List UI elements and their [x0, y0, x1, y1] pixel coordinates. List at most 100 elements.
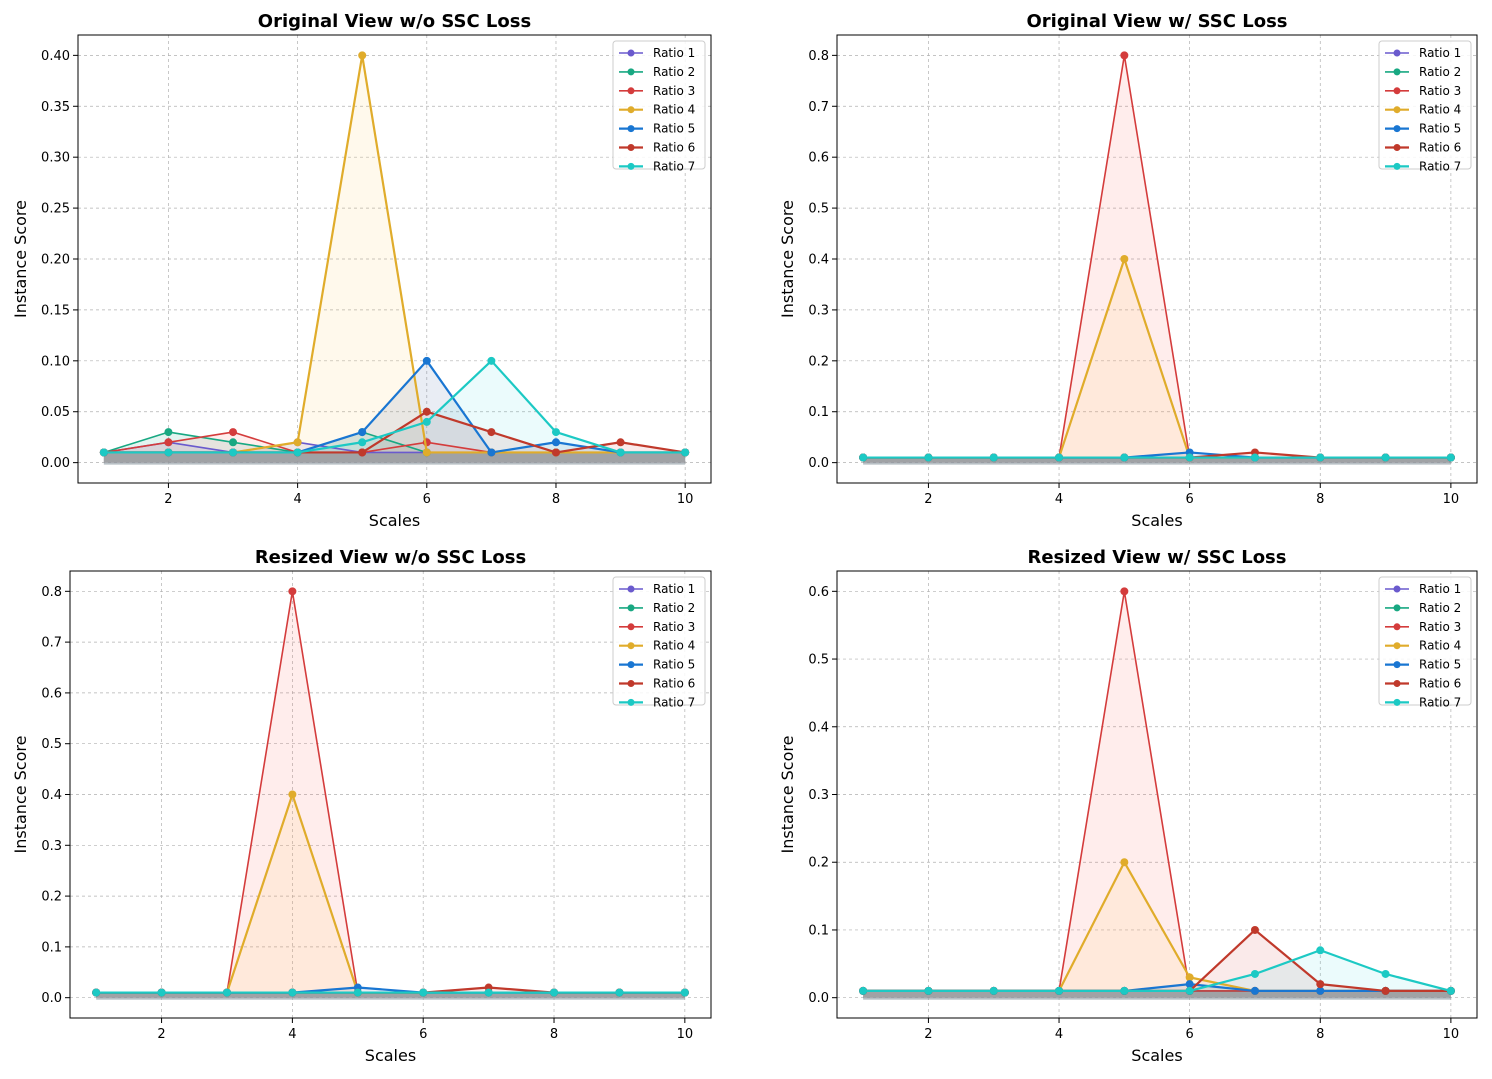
- series-ratio-7: [92, 988, 689, 997]
- x-tick-label: 4: [1055, 492, 1063, 507]
- data-point: [551, 448, 560, 457]
- legend-marker: [1393, 87, 1401, 95]
- legend-label: Ratio 7: [1419, 159, 1461, 173]
- data-point: [1185, 453, 1194, 462]
- legend-label: Ratio 6: [653, 141, 695, 155]
- data-point: [551, 428, 560, 437]
- legend-marker: [1393, 623, 1401, 631]
- data-point: [1185, 986, 1194, 995]
- legend-label: Ratio 4: [1419, 103, 1461, 117]
- x-tick-label: 4: [293, 492, 301, 507]
- data-point: [924, 986, 933, 995]
- legend-item-ratio-7: Ratio 7: [1385, 159, 1461, 173]
- legend-label: Ratio 7: [1419, 695, 1461, 709]
- data-point: [1120, 587, 1129, 596]
- legend-box: [612, 40, 706, 170]
- x-axis-label: Scales: [369, 511, 420, 530]
- legend-marker: [627, 698, 635, 706]
- x-tick-label: 2: [157, 1027, 165, 1042]
- legend-box: [1378, 576, 1472, 706]
- baseline-band: [863, 990, 1451, 1000]
- y-tick-label: 0.0: [41, 991, 62, 1006]
- y-tick-label: 0.7: [808, 100, 829, 115]
- series-fill-ratio-1: [863, 457, 1451, 463]
- x-tick-label: 2: [924, 1027, 932, 1042]
- legend-label: Ratio 1: [1419, 46, 1461, 60]
- data-point: [1120, 255, 1129, 263]
- chart-panel-4: 2 4 6 8 10 0.0 0.1 0.2 0.3 0.4 0.5 0.6 Resized View …: [778, 547, 1478, 1065]
- legend-box: [612, 576, 706, 706]
- legend-marker: [1393, 68, 1401, 76]
- legend-label: Ratio 2: [1419, 601, 1461, 615]
- y-tick-label: 0.2: [808, 354, 829, 369]
- y-axis-label: Instance Score: [11, 200, 30, 318]
- x-tick-label: 10: [677, 1027, 694, 1042]
- legend-item-ratio-6: Ratio 6: [1385, 677, 1461, 691]
- data-point: [358, 428, 367, 437]
- data-point: [288, 988, 297, 997]
- legend-marker: [627, 68, 635, 76]
- legend-marker: [627, 144, 635, 151]
- chart-title: Resized View w/o SSC Loss: [255, 547, 526, 568]
- legend-marker: [627, 585, 635, 593]
- data-point: [1120, 453, 1129, 462]
- baseline-band: [863, 457, 1451, 465]
- legend: Ratio 1 Ratio 2 Ratio 3 Ratio 4 Ratio 5 Ratio…: [612, 40, 706, 173]
- legend-label: Ratio 5: [653, 122, 695, 136]
- y-tick-label: 0.0: [808, 991, 829, 1006]
- legend-item-ratio-2: Ratio 2: [619, 65, 695, 79]
- data-point: [92, 988, 101, 997]
- series-fill-ratio-7: [96, 992, 685, 998]
- data-point: [358, 448, 367, 457]
- legend-marker: [627, 87, 635, 95]
- data-point: [353, 988, 362, 997]
- data-point: [1381, 969, 1390, 978]
- legend-marker: [1393, 585, 1401, 593]
- y-tick-label: 0.7: [41, 636, 62, 651]
- data-point: [616, 438, 625, 447]
- legend-item-ratio-3: Ratio 3: [1385, 620, 1461, 634]
- legend-item-ratio-1: Ratio 1: [1385, 46, 1461, 60]
- data-point: [1446, 453, 1455, 462]
- legend-label: Ratio 3: [653, 84, 695, 98]
- data-point: [293, 438, 302, 447]
- data-point: [293, 448, 302, 457]
- chart-panel-2: 2 4 6 8 10 0.0 0.1 0.2 0.3 0.4 0.5 0.6 0.7 0.8 Origina…: [778, 11, 1478, 530]
- data-point: [551, 438, 560, 447]
- data-point: [859, 453, 868, 462]
- legend-label: Ratio 1: [653, 46, 695, 60]
- legend-item-ratio-6: Ratio 6: [1385, 141, 1461, 155]
- y-tick-label: 0.6: [808, 585, 829, 600]
- legend-label: Ratio 2: [653, 601, 695, 615]
- data-point: [616, 448, 625, 457]
- legend-label: Ratio 6: [1419, 677, 1461, 691]
- legend-marker: [627, 125, 635, 133]
- series-fill-ratio-6: [863, 929, 1451, 998]
- data-point: [487, 428, 496, 437]
- chart-panel-3: 2 4 6 8 10 0.0 0.1 0.2 0.3 0.4 0.5 0.6 0.7 0.8 Resized…: [11, 547, 712, 1065]
- data-point: [1446, 986, 1455, 995]
- y-tick-label: 0.1: [808, 405, 829, 420]
- legend-item-ratio-3: Ratio 3: [1385, 84, 1461, 98]
- legend-label: Ratio 5: [1419, 658, 1461, 672]
- legend-marker: [627, 106, 635, 114]
- legend-marker: [1393, 49, 1401, 57]
- data-point: [924, 453, 933, 462]
- y-tick-label: 0.2: [41, 890, 62, 905]
- y-tick-label: 0.15: [41, 303, 70, 318]
- data-point: [358, 438, 367, 447]
- y-tick-label: 0.1: [41, 940, 62, 955]
- legend-label: Ratio 6: [653, 677, 695, 691]
- data-point: [358, 51, 367, 60]
- data-point: [422, 356, 431, 365]
- legend-marker: [1393, 642, 1401, 650]
- series-fill-ratio-5: [103, 360, 686, 463]
- data-point: [229, 438, 238, 447]
- x-tick-label: 10: [677, 492, 694, 507]
- y-tick-label: 0.05: [41, 405, 70, 420]
- y-tick-label: 0.4: [808, 720, 829, 735]
- data-point: [164, 448, 173, 457]
- data-point: [1120, 51, 1129, 60]
- legend-label: Ratio 7: [653, 159, 695, 173]
- legend: Ratio 1 Ratio 2 Ratio 3 Ratio 4 Ratio 5 Ratio…: [1378, 40, 1472, 173]
